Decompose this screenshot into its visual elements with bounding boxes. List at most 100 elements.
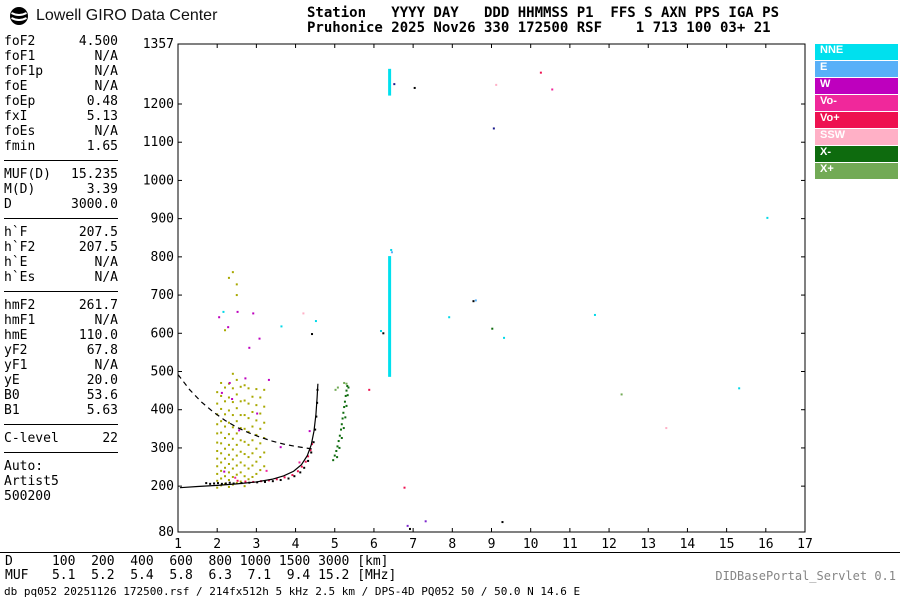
param-row-fof1p: foF1p N/A	[4, 64, 118, 79]
o-trace-model	[179, 383, 319, 489]
param-section: h`F 207.5 h`F2 207.5 h`E N/A h`Es N/A	[4, 218, 118, 285]
svg-text:12: 12	[601, 537, 617, 552]
series-navy-echoes	[393, 83, 495, 130]
param-label: foE	[4, 79, 28, 94]
param-row-500200: 500200	[4, 489, 118, 504]
param-label: foEp	[4, 94, 36, 109]
param-label: hmE	[4, 328, 28, 343]
param-row-auto: Auto:	[4, 459, 118, 474]
param-value: 20.0	[86, 373, 118, 388]
svg-text:1: 1	[174, 537, 182, 552]
legend-item-w: W	[815, 78, 898, 94]
series-x-minus-trace	[332, 327, 494, 462]
svg-text:1200: 1200	[143, 97, 174, 112]
parameter-panel: foF2 4.500 foF1 N/A foF1p N/A foE N/A foEp 0.48 fx…	[4, 34, 118, 504]
multiple-echo-bar	[388, 256, 392, 377]
svg-text:1100: 1100	[143, 135, 174, 150]
param-value: N/A	[94, 49, 118, 64]
param-row-ye: yE 20.0	[4, 373, 118, 388]
param-row-foep: foEp 0.48	[4, 94, 118, 109]
series-vo-minus-echoes	[234, 88, 554, 479]
transmission-curve	[177, 374, 314, 450]
param-label: Auto:	[4, 459, 44, 474]
param-value: N/A	[94, 270, 118, 285]
param-label: hmF1	[4, 313, 36, 328]
param-value: N/A	[94, 64, 118, 79]
giro-logo-icon	[10, 7, 28, 25]
param-label: yF2	[4, 343, 28, 358]
svg-text:8: 8	[448, 537, 456, 552]
param-value: 3000.0	[71, 197, 118, 212]
x-axis: 1 2 3 4 5 6 7 8 9 10 11 12 13 14 15 16 17	[174, 44, 813, 552]
param-label: hmF2	[4, 298, 36, 313]
series-nne-echoes	[222, 216, 769, 390]
svg-text:80: 80	[158, 525, 174, 540]
param-value: 207.5	[78, 240, 118, 255]
param-section: MUF(D) 15.235 M(D) 3.39 D 3000.0	[4, 160, 118, 212]
brand-title: Lowell GIRO Data Center	[36, 7, 218, 24]
param-label: 500200	[4, 489, 51, 504]
ionogram-svg: 1 2 3 4 5 6 7 8 9 10 11 12 13 14 15 16 17802003004005006…	[143, 37, 813, 552]
param-label: h`E	[4, 255, 28, 270]
param-row-d: D 3000.0	[4, 197, 118, 212]
svg-text:17: 17	[797, 537, 812, 552]
series-x-plus-trace	[334, 381, 623, 396]
legend-item-nne: NNE	[815, 44, 898, 60]
param-label: B1	[4, 403, 20, 418]
param-value: 15.235	[71, 167, 118, 182]
param-section: Auto: Artist5 500200	[4, 452, 118, 504]
param-label: foF1	[4, 49, 36, 64]
legend-item-ssw: SSW	[815, 129, 898, 145]
param-value: N/A	[94, 124, 118, 139]
servlet-version-label: DIDBasePortal_Servlet 0.1	[715, 569, 896, 583]
param-value: 3.39	[86, 182, 118, 197]
legend-item-x-: X+	[815, 163, 898, 179]
plot-frame	[177, 43, 806, 533]
param-label: fmin	[4, 139, 36, 154]
param-value: 110.0	[78, 328, 118, 343]
param-row-mufd: MUF(D) 15.235	[4, 167, 118, 182]
legend: NNE E W Vo- Vo+ SSW X- X+	[815, 44, 898, 180]
param-value: N/A	[94, 358, 118, 373]
param-row-yf2: yF2 67.8	[4, 343, 118, 358]
svg-text:5: 5	[331, 537, 339, 552]
param-row-md: M(D) 3.39	[4, 182, 118, 197]
param-label: h`Es	[4, 270, 36, 285]
svg-text:16: 16	[758, 537, 774, 552]
param-row-b0: B0 53.6	[4, 388, 118, 403]
param-label: foEs	[4, 124, 36, 139]
param-row-foe: foE N/A	[4, 79, 118, 94]
multiple-echo-bar	[388, 68, 392, 96]
param-row-fof2: foF2 4.500	[4, 34, 118, 49]
svg-text:700: 700	[151, 288, 174, 303]
param-row-he: h`E N/A	[4, 255, 118, 270]
param-label: foF1p	[4, 64, 44, 79]
param-value: 0.48	[86, 94, 118, 109]
status-line: db pq052 20251126 172500.rsf / 214fx512h…	[4, 585, 581, 598]
svg-text:15: 15	[719, 537, 735, 552]
param-row-fmin: fmin 1.65	[4, 139, 118, 154]
param-value: 4.500	[78, 34, 118, 49]
param-label: Artist5	[4, 474, 59, 489]
param-value: 5.13	[86, 109, 118, 124]
param-value: 53.6	[86, 388, 118, 403]
param-row-fof1: foF1 N/A	[4, 49, 118, 64]
param-row-b1: B1 5.63	[4, 403, 118, 418]
svg-text:200: 200	[151, 479, 174, 494]
param-row-artist5: Artist5	[4, 474, 118, 489]
svg-text:1000: 1000	[143, 173, 174, 188]
series-es-region-noise	[216, 271, 266, 489]
param-value: N/A	[94, 255, 118, 270]
param-section: foF2 4.500 foF1 N/A foF1p N/A foE N/A foEp 0.48 fx…	[4, 34, 118, 154]
station-header-line2: Pruhonice 2025 Nov26 330 172500 RSF 1 71…	[307, 20, 771, 36]
svg-text:14: 14	[680, 537, 696, 552]
param-label: MUF(D)	[4, 167, 51, 182]
param-section: C-level 22	[4, 424, 118, 446]
param-label: yE	[4, 373, 20, 388]
svg-text:13: 13	[640, 537, 656, 552]
param-label: foF2	[4, 34, 36, 49]
legend-item-vo-: Vo+	[815, 112, 898, 128]
param-row-hf: h`F 207.5	[4, 225, 118, 240]
legend-item-x-: X-	[815, 146, 898, 162]
